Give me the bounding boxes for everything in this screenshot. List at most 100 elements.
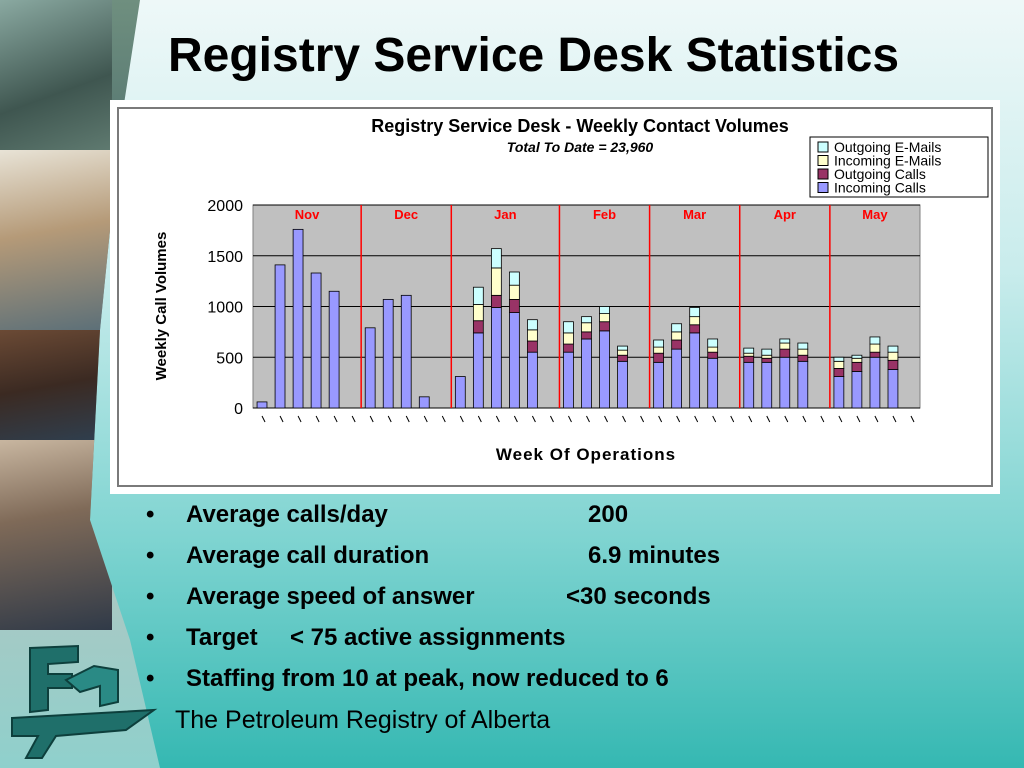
chart-frame: 0 500 1000 1500 2000 Nov Dec Jan Feb Mar Apr May Reg… <box>110 100 1000 494</box>
bullet-avg-calls: • Average calls/day 200 <box>140 498 669 539</box>
x-tick-mark <box>405 415 410 423</box>
x-tick-mark <box>549 415 554 423</box>
bar-segment-outgoing-e-mails <box>833 356 845 362</box>
bar-segment-incoming-calls <box>581 338 592 409</box>
bar-segment-outgoing-calls <box>472 320 484 334</box>
bar-segment-incoming-calls <box>364 327 376 409</box>
bar-segment-incoming-calls <box>653 361 664 409</box>
bar-segment-outgoing-calls <box>833 368 845 377</box>
bar-segment-outgoing-calls <box>527 340 538 353</box>
bar-segment-outgoing-calls <box>851 361 863 372</box>
bar-segment-incoming-calls <box>887 369 899 409</box>
slide-title: Registry Service Desk Statistics <box>168 29 900 82</box>
bar-segment-outgoing-calls <box>509 298 520 313</box>
x-tick-mark <box>856 415 861 423</box>
bar-segment-incoming-calls <box>328 290 340 409</box>
bar-segment-outgoing-e-mails <box>887 345 899 353</box>
x-axis-label: Week Of Operations <box>496 445 676 464</box>
bar-segment-incoming-calls <box>256 401 268 409</box>
bullet-label: Average speed of answer <box>186 583 475 610</box>
bar-segment-incoming-e-mails <box>833 360 845 369</box>
bullet-dot: • <box>146 542 155 569</box>
bar-segment-incoming-calls <box>454 376 466 409</box>
bar-segment-outgoing-e-mails <box>797 342 809 350</box>
bullet-dot: • <box>146 583 155 610</box>
x-tick-mark <box>784 415 789 423</box>
legend-box <box>809 136 989 198</box>
bar-segment-incoming-calls <box>509 312 520 409</box>
bar-segment-incoming-e-mails <box>671 331 682 341</box>
bar-segment-incoming-e-mails <box>743 352 755 357</box>
legend-label: Outgoing Calls <box>834 166 926 182</box>
bar-segment-incoming-calls <box>382 298 394 409</box>
bar-segment-incoming-e-mails <box>761 354 773 359</box>
bar-segment-incoming-e-mails <box>653 346 664 354</box>
bar-segment-outgoing-e-mails <box>581 316 592 324</box>
bar-segment-incoming-e-mails <box>527 329 538 342</box>
bar-segment-incoming-calls <box>797 360 809 409</box>
y-tick-label: 500 <box>216 350 243 367</box>
x-tick-mark <box>477 415 482 423</box>
bar-segment-incoming-e-mails <box>563 332 574 345</box>
bullet-dot: • <box>146 665 155 692</box>
x-tick-mark <box>261 415 266 423</box>
month-label: Nov <box>295 207 320 222</box>
bar-segment-incoming-calls <box>833 376 845 409</box>
y-tick-label: 2000 <box>207 198 243 215</box>
bar-segment-outgoing-e-mails <box>869 336 881 345</box>
bullet-value: <30 seconds <box>566 583 711 610</box>
y-tick-label: 1000 <box>207 300 243 317</box>
businessman-phone-photo <box>0 440 112 630</box>
month-label: Dec <box>394 207 418 222</box>
bar-segment-outgoing-calls <box>599 321 610 332</box>
x-tick-mark <box>297 415 302 423</box>
bar-segment-incoming-calls <box>671 348 682 409</box>
bar-segment-incoming-calls <box>869 356 881 409</box>
chart-subtitle: Total To Date = 23,960 <box>507 139 654 155</box>
x-tick-mark <box>604 415 608 423</box>
bullet-label: Average calls/day <box>186 501 388 528</box>
bar-segment-incoming-e-mails <box>707 346 719 353</box>
bar-segment-outgoing-calls <box>797 354 809 362</box>
legend-swatch <box>817 168 829 180</box>
bar-segment-incoming-calls <box>527 351 538 409</box>
bar-segment-incoming-e-mails <box>797 348 809 356</box>
bar-segment-outgoing-e-mails <box>599 306 610 315</box>
bullet-label: Staffing from 10 at peak, now reduced to… <box>186 665 669 692</box>
x-tick-mark <box>874 415 879 423</box>
bar-segment-incoming-calls <box>418 396 430 409</box>
x-tick-mark <box>640 415 645 423</box>
x-tick-mark <box>658 415 663 423</box>
x-tick-mark <box>910 415 915 423</box>
bullet-value: 200 <box>588 501 629 528</box>
bar-segment-outgoing-calls <box>887 359 899 370</box>
bullet-label: Target <box>186 624 258 651</box>
bullet-value: 6.9 minutes <box>588 542 721 569</box>
bar-segment-incoming-e-mails <box>581 322 592 333</box>
x-tick-mark <box>423 415 428 423</box>
bar-segment-outgoing-e-mails <box>743 347 755 354</box>
bar-segment-incoming-calls <box>292 228 304 409</box>
bar-segment-incoming-calls <box>689 332 701 409</box>
legend-swatch <box>817 141 829 153</box>
x-tick-mark <box>387 415 392 423</box>
x-tick-mark <box>568 415 572 423</box>
x-tick-mark <box>838 415 843 423</box>
bar-segment-outgoing-calls <box>869 351 881 358</box>
bullet-avg-duration: • Average call duration 6.9 minutes <box>140 539 720 580</box>
bar-segment-outgoing-e-mails <box>689 307 701 318</box>
bullet-target: • Target < 75 active assignments <box>140 621 669 662</box>
footer-text: The Petroleum Registry of Alberta <box>175 706 551 734</box>
bar-segment-outgoing-e-mails <box>563 321 574 334</box>
bullet-value: < 75 active assignments <box>290 624 566 651</box>
x-tick-mark <box>315 415 320 423</box>
bar-segment-outgoing-e-mails <box>472 286 484 305</box>
worker-hardhat-photo <box>0 150 112 330</box>
bar-segment-incoming-calls <box>761 361 773 409</box>
bar-segment-outgoing-calls <box>707 351 719 359</box>
bar-segment-outgoing-e-mails <box>761 348 773 356</box>
bar-segment-outgoing-calls <box>671 339 682 350</box>
x-tick-mark <box>351 415 356 423</box>
x-tick-mark <box>333 415 338 423</box>
bar-segment-outgoing-calls <box>653 352 664 363</box>
